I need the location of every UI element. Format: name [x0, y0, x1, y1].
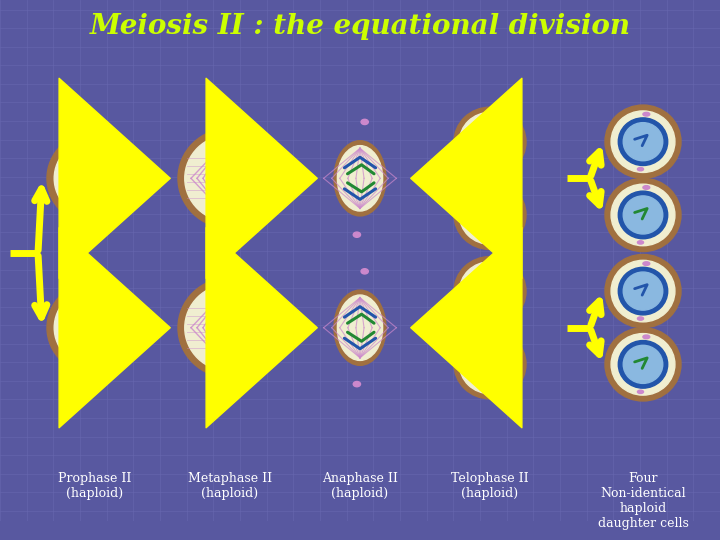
- Ellipse shape: [229, 289, 238, 294]
- Circle shape: [624, 345, 662, 383]
- Ellipse shape: [643, 262, 649, 266]
- Circle shape: [472, 124, 509, 160]
- Circle shape: [459, 112, 521, 171]
- Circle shape: [605, 328, 681, 401]
- Circle shape: [618, 267, 667, 315]
- Ellipse shape: [229, 140, 238, 145]
- Circle shape: [624, 123, 662, 161]
- Circle shape: [185, 284, 275, 372]
- Circle shape: [611, 111, 675, 172]
- Ellipse shape: [338, 295, 382, 360]
- Circle shape: [472, 197, 509, 233]
- Text: Metaphase II
(haploid): Metaphase II (haploid): [188, 472, 272, 500]
- Ellipse shape: [338, 146, 382, 211]
- Circle shape: [624, 272, 662, 310]
- Ellipse shape: [94, 142, 103, 148]
- Ellipse shape: [89, 209, 97, 214]
- Circle shape: [605, 178, 681, 252]
- Ellipse shape: [490, 264, 496, 267]
- Ellipse shape: [643, 335, 649, 339]
- Ellipse shape: [223, 361, 232, 366]
- Ellipse shape: [643, 186, 649, 190]
- Circle shape: [54, 139, 136, 218]
- Ellipse shape: [223, 212, 232, 217]
- Circle shape: [618, 118, 667, 165]
- Ellipse shape: [354, 381, 361, 387]
- Ellipse shape: [361, 119, 369, 125]
- Circle shape: [454, 329, 526, 399]
- Text: Four
Non-identical
haploid
daughter cells: Four Non-identical haploid daughter cell…: [598, 472, 688, 530]
- Text: Prophase II
(haploid): Prophase II (haploid): [58, 472, 132, 500]
- Circle shape: [624, 196, 662, 234]
- Ellipse shape: [643, 112, 649, 116]
- Circle shape: [178, 128, 282, 228]
- Circle shape: [611, 260, 675, 322]
- Ellipse shape: [354, 232, 361, 238]
- Circle shape: [467, 269, 513, 314]
- Circle shape: [467, 119, 513, 165]
- Circle shape: [467, 192, 513, 237]
- Circle shape: [618, 341, 667, 388]
- Circle shape: [605, 105, 681, 178]
- Circle shape: [472, 273, 509, 309]
- Circle shape: [54, 288, 136, 367]
- Ellipse shape: [637, 241, 644, 244]
- Ellipse shape: [485, 239, 490, 242]
- Ellipse shape: [361, 269, 369, 274]
- Circle shape: [611, 334, 675, 395]
- Circle shape: [618, 191, 667, 239]
- Circle shape: [185, 134, 275, 222]
- Circle shape: [66, 299, 125, 356]
- Circle shape: [71, 155, 120, 202]
- Circle shape: [454, 256, 526, 326]
- Circle shape: [472, 346, 509, 382]
- Ellipse shape: [485, 166, 490, 170]
- Ellipse shape: [637, 167, 644, 171]
- Ellipse shape: [485, 316, 490, 319]
- Circle shape: [605, 254, 681, 328]
- Ellipse shape: [89, 358, 97, 364]
- Ellipse shape: [637, 317, 644, 320]
- Circle shape: [459, 335, 521, 394]
- Circle shape: [71, 304, 120, 351]
- Circle shape: [47, 132, 143, 225]
- Circle shape: [459, 262, 521, 321]
- Circle shape: [66, 150, 125, 207]
- Ellipse shape: [490, 336, 496, 340]
- Ellipse shape: [334, 141, 386, 216]
- Circle shape: [454, 180, 526, 249]
- Ellipse shape: [94, 292, 103, 297]
- Text: Meiosis II : the equational division: Meiosis II : the equational division: [89, 14, 631, 40]
- Circle shape: [459, 185, 521, 244]
- Text: Anaphase II
(haploid): Anaphase II (haploid): [322, 472, 398, 500]
- Ellipse shape: [490, 114, 496, 118]
- Circle shape: [454, 107, 526, 177]
- Ellipse shape: [637, 390, 644, 394]
- Ellipse shape: [334, 290, 386, 366]
- Text: Telophase II
(haploid): Telophase II (haploid): [451, 472, 528, 500]
- Ellipse shape: [490, 187, 496, 191]
- Circle shape: [611, 184, 675, 246]
- Circle shape: [178, 278, 282, 378]
- Circle shape: [47, 281, 143, 374]
- Ellipse shape: [485, 389, 490, 392]
- Circle shape: [467, 342, 513, 387]
